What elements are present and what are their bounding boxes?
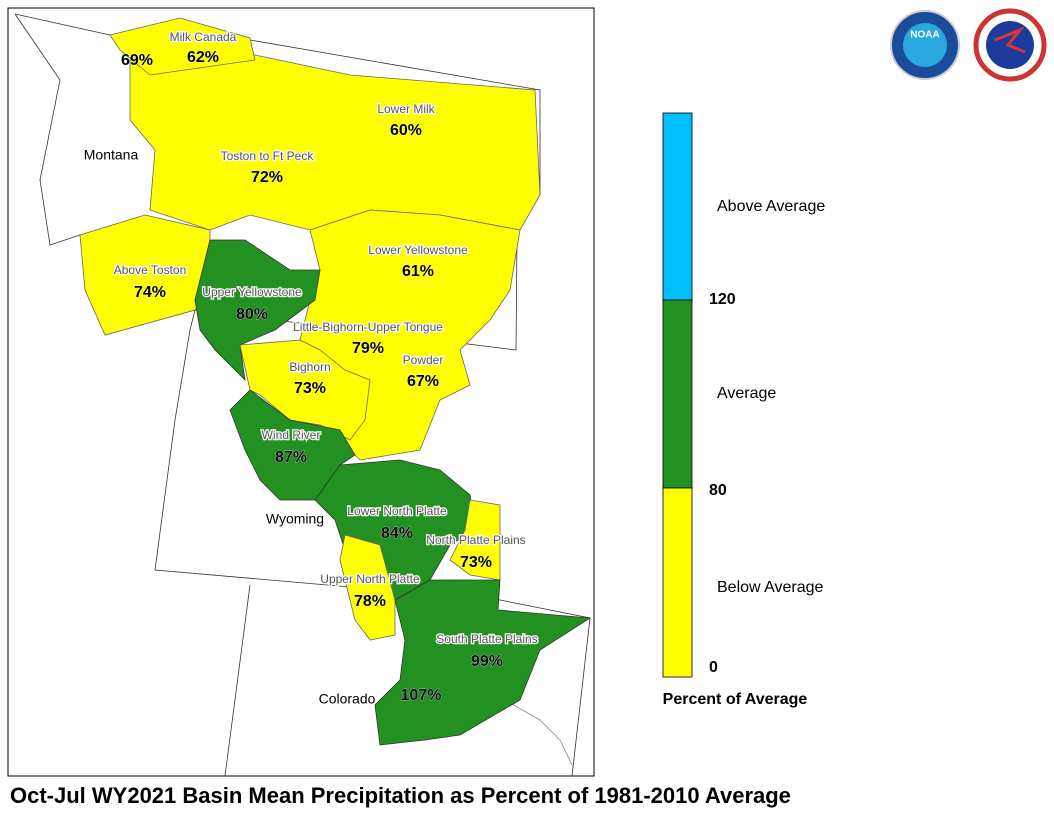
basin-name: Milk Canada [170,30,237,44]
basin-value: 79% [352,340,384,357]
basin-name: North Platte Plains [426,533,525,547]
basins [79,17,592,746]
basin-value: 73% [460,554,492,571]
nws-bolt [994,26,1026,54]
legend-tick: 0 [709,659,718,676]
state-label: Montana [84,147,139,163]
basin-name: Upper North Platte [320,572,420,586]
basin-value: 62% [187,49,219,66]
basin-shape [109,17,256,76]
basin-value: 72% [251,169,283,186]
legend-tick: 80 [709,482,727,499]
basin-value: 67% [407,373,439,390]
basin-shape [374,579,592,746]
map-title: Oct-Jul WY2021 Basin Mean Precipitation … [10,783,791,808]
basin-name: Powder [403,353,444,367]
basin-value: 74% [134,284,166,301]
legend-label: Below Average [717,579,824,596]
state-lines [14,13,591,777]
basin-shape [194,239,321,382]
basin-value: 73% [294,380,326,397]
state-borders [14,13,591,777]
legend-label: Above Average [717,198,825,215]
legend-swatch [662,299,693,489]
logos: NOAA [890,8,1047,82]
basin-name: Lower Milk [377,102,435,116]
basin-name: Toston to Ft Peck [221,149,315,163]
basin-name: Lower North Platte [347,504,447,518]
legend-title: Percent of Average [663,691,808,708]
basin-shape [449,499,501,581]
basin-name: South Platte Plains [436,632,537,646]
basin-name: Bighorn [289,360,330,374]
legend: Above Average Average Below Average 120 … [662,112,825,708]
county-line [504,699,573,766]
legend-swatch [662,112,693,301]
basin-value: 107% [401,687,442,704]
basin-value: 99% [471,653,503,670]
basin-name: Lower Yellowstone [368,243,468,257]
basin-shape [239,339,371,441]
noaa-text: NOAA [910,30,939,41]
basin-value: 61% [402,263,434,280]
legend-tick: 120 [709,291,736,308]
basin-name: Wind River [262,428,321,442]
basin-name: Above Toston [114,263,187,277]
basin-shape [339,534,396,641]
basin-value: 78% [354,593,386,610]
legend-label: Average [717,385,776,402]
basin-name: Upper Yellowstone [202,285,302,299]
basin-name: Little-Bighorn-Upper Tongue [293,320,443,334]
legend-swatch [662,487,693,678]
noaa-logo-inner [903,23,947,67]
state-label: Colorado [319,691,376,707]
basin-value: 84% [381,525,413,542]
basin-value: 69% [121,52,153,69]
basin-value: 60% [390,122,422,139]
basin-value: 87% [275,449,307,466]
state-label: Wyoming [266,511,324,527]
basin-value: 80% [236,306,268,323]
